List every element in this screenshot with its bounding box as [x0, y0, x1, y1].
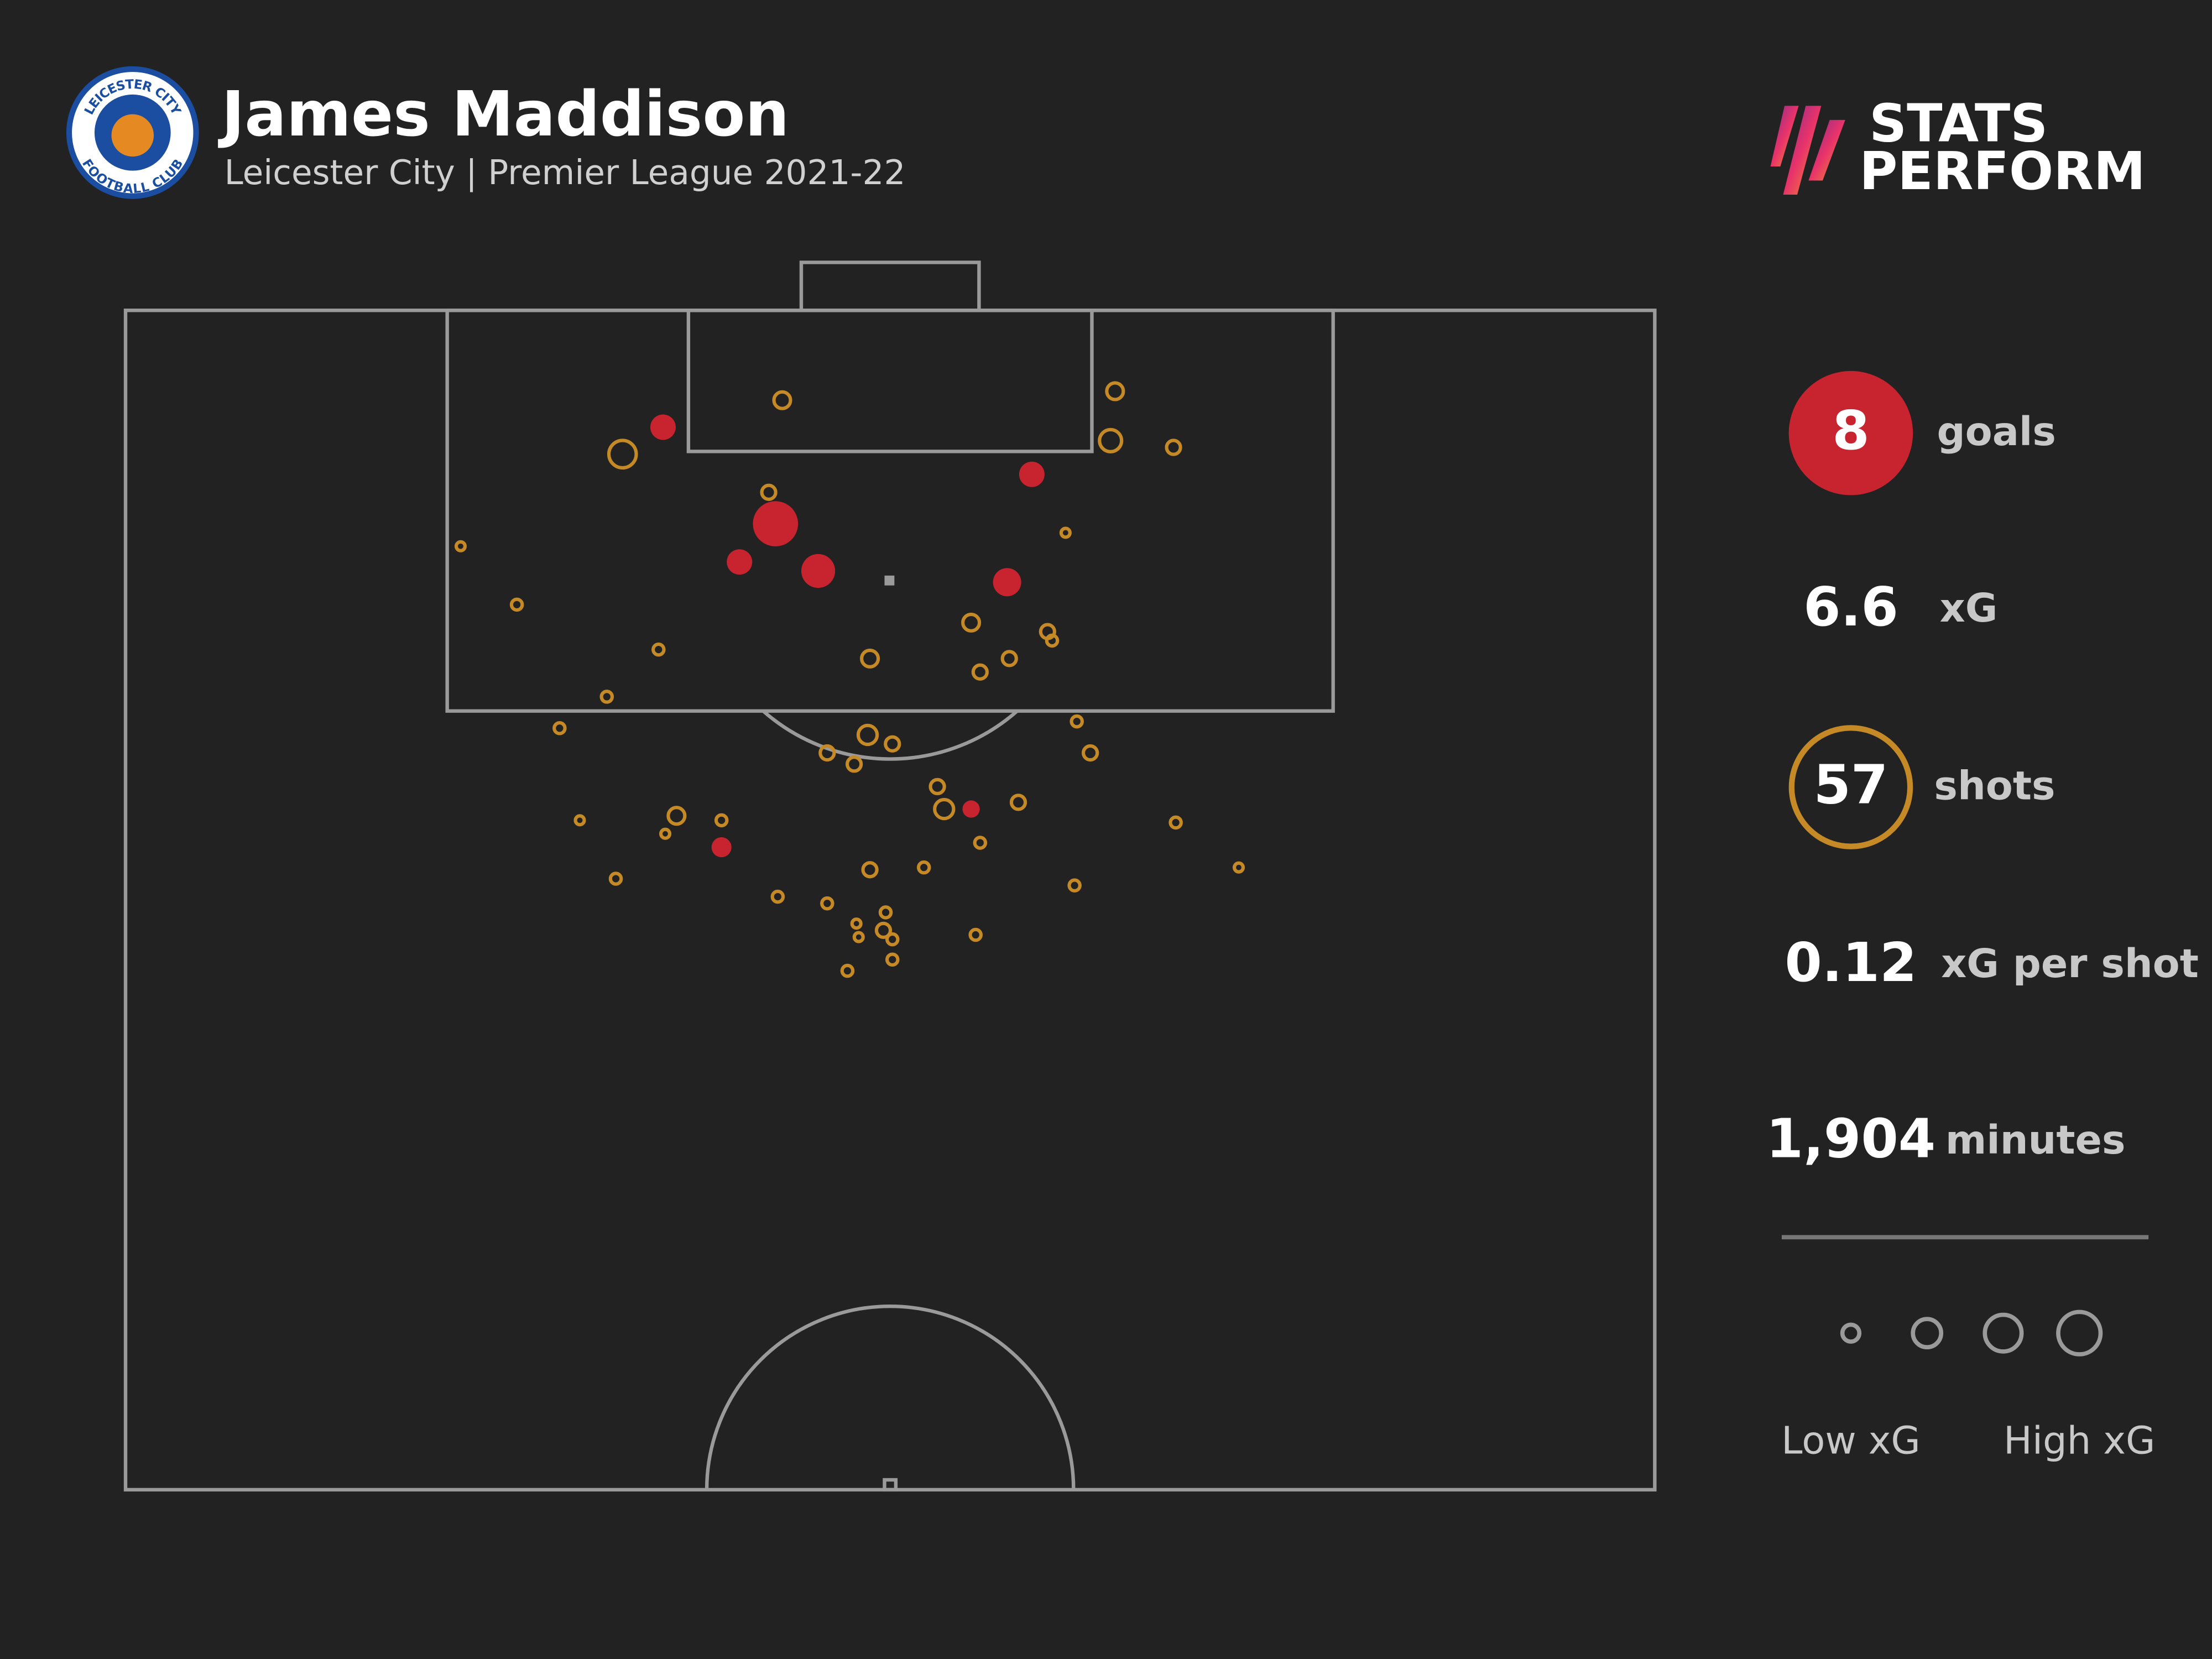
- goal-shot: [650, 414, 676, 440]
- shot: [608, 872, 623, 886]
- shot: [885, 932, 900, 947]
- stat-label: xG: [1940, 585, 1998, 631]
- goal-shot: [801, 554, 836, 588]
- shots: [454, 381, 1245, 978]
- goal-shot: [962, 800, 980, 818]
- shot: [885, 952, 900, 967]
- shot: [659, 827, 672, 840]
- shot: [928, 778, 946, 796]
- shot: [651, 642, 666, 657]
- stat-value: 8: [1832, 399, 1869, 462]
- shot: [850, 917, 863, 930]
- goals-badge: [1788, 371, 1913, 495]
- brand-line1: STATS: [1869, 93, 2048, 154]
- shot: [1009, 794, 1027, 811]
- shot: [820, 896, 834, 911]
- shot: [878, 905, 893, 920]
- shot: [884, 735, 901, 753]
- goal-shot: [727, 549, 753, 575]
- goal-shot: [711, 837, 732, 858]
- stat-value: 57: [1813, 753, 1888, 816]
- shot: [874, 921, 893, 940]
- shot: [454, 540, 467, 552]
- stat-label: goals: [1937, 409, 2056, 455]
- legend-high: High xG: [2004, 1419, 2155, 1463]
- subtitle: Leicester City | Premier League 2021-22: [225, 153, 906, 192]
- shot: [961, 612, 982, 633]
- shot: [1067, 878, 1082, 893]
- shot: [760, 483, 778, 501]
- shot: [1165, 439, 1182, 456]
- club-badge: LEICESTER CITY FOOTBALL CLUB: [66, 66, 199, 199]
- stats: 8 goals 6.6 xG 57 shots 0.12 xG per shot 1,904 mi…: [1766, 371, 2199, 1240]
- shot: [509, 597, 524, 612]
- shot: [666, 806, 687, 826]
- goal-shot: [993, 568, 1021, 597]
- goal-shot: [1019, 461, 1045, 487]
- shot: [607, 439, 638, 470]
- brand-logo: STATS PERFORM: [1770, 93, 2146, 202]
- shot: [772, 390, 792, 410]
- shot: [846, 755, 863, 773]
- shot: [860, 648, 880, 669]
- shot: [916, 860, 931, 875]
- shot: [770, 889, 785, 904]
- shot: [852, 931, 865, 943]
- shot: [1098, 427, 1124, 453]
- title: James Maddison: [218, 79, 790, 150]
- stat-value: 6.6: [1803, 576, 1898, 638]
- size-legend: Low xG High xG: [1781, 1310, 2155, 1463]
- shot: [573, 814, 586, 827]
- stat-label: minutes: [1945, 1117, 2126, 1163]
- shot: [1045, 633, 1060, 648]
- shot: [861, 861, 879, 879]
- shot: [971, 663, 989, 681]
- shot: [1105, 381, 1125, 401]
- stat-label: shots: [1934, 763, 2055, 809]
- shot: [973, 836, 988, 850]
- stat-value: 0.12: [1785, 931, 1917, 994]
- shot: [856, 723, 879, 747]
- shot: [1000, 650, 1018, 667]
- stat-value: 1,904: [1766, 1108, 1936, 1170]
- shot: [714, 813, 729, 828]
- brand-line2: PERFORM: [1859, 141, 2146, 202]
- shots-badge: [1788, 725, 1913, 849]
- shot: [933, 797, 956, 821]
- shot: [1232, 861, 1245, 874]
- shot: [840, 963, 855, 978]
- shot: [1059, 526, 1072, 539]
- shot: [552, 721, 567, 735]
- stat-label: xG per shot: [1941, 941, 2199, 987]
- pitch: [123, 260, 1657, 1492]
- shot: [1070, 714, 1084, 729]
- shot: [1082, 744, 1099, 762]
- goal-shot: [753, 501, 799, 546]
- shot: [1168, 815, 1183, 830]
- shot: [818, 744, 836, 762]
- legend-low: Low xG: [1781, 1419, 1921, 1463]
- shot: [599, 690, 614, 704]
- shot: [968, 927, 983, 942]
